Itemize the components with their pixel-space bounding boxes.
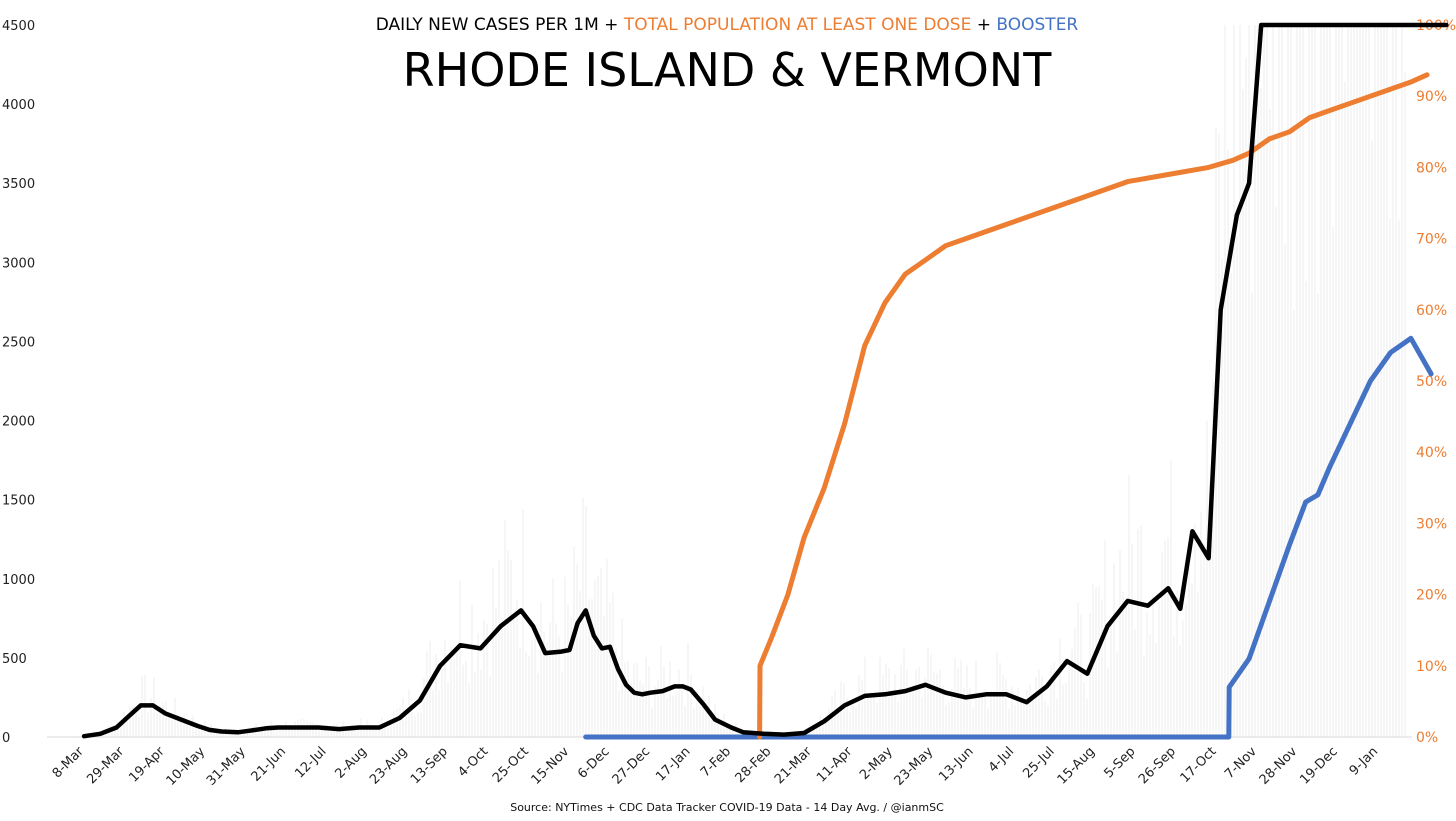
- left-tick-label: 4500: [2, 19, 35, 34]
- chart-subtitle: DAILY NEW CASES PER 1M + TOTAL POPULATIO…: [376, 15, 1079, 35]
- chart-title: RHODE ISLAND & VERMONT: [403, 43, 1053, 97]
- cases-line: [81, 22, 1449, 739]
- subtitle-dose: TOTAL POPULATION AT LEAST ONE DOSE: [623, 15, 972, 35]
- left-tick-label: 3500: [2, 177, 35, 192]
- left-tick-label: 0: [2, 731, 10, 746]
- subtitle-booster: BOOSTER: [996, 15, 1078, 35]
- right-tick-label: 40%: [1416, 445, 1447, 461]
- subtitle-cases: DAILY NEW CASES PER 1M: [376, 15, 599, 35]
- right-tick-label: 50%: [1416, 374, 1447, 390]
- booster-line: [583, 335, 1434, 740]
- left-tick-label: 1000: [2, 573, 35, 588]
- right-tick-label: 20%: [1416, 588, 1447, 604]
- left-tick-label: 1500: [2, 494, 35, 509]
- left-tick-label: 2500: [2, 335, 35, 350]
- right-tick-label: 0%: [1416, 730, 1438, 746]
- right-tick-label: 30%: [1416, 516, 1447, 532]
- right-tick-label: 80%: [1416, 160, 1447, 176]
- left-tick-label: 3000: [2, 256, 35, 271]
- left-axis: 0 500 1000 1500 2000 2500 3000 3500 4000 4500: [2, 19, 35, 746]
- left-tick-label: 2000: [2, 415, 35, 430]
- left-tick-label: 4000: [2, 98, 35, 113]
- right-axis: 0%10%20%30%40%50%60%70%80%90%100%: [1416, 18, 1456, 746]
- right-tick-label: 60%: [1416, 303, 1447, 319]
- right-tick-label: 10%: [1416, 659, 1447, 675]
- left-tick-label: 500: [2, 652, 27, 667]
- dose-line: [757, 72, 1430, 740]
- subtitle-plus-2: +: [977, 15, 991, 35]
- source-note: Source: NYTimes + CDC Data Tracker COVID…: [510, 801, 944, 814]
- subtitle-plus-1: +: [604, 15, 618, 35]
- right-tick-label: 90%: [1416, 89, 1447, 105]
- series-layer: [81, 22, 1449, 740]
- right-tick-label: 70%: [1416, 232, 1447, 248]
